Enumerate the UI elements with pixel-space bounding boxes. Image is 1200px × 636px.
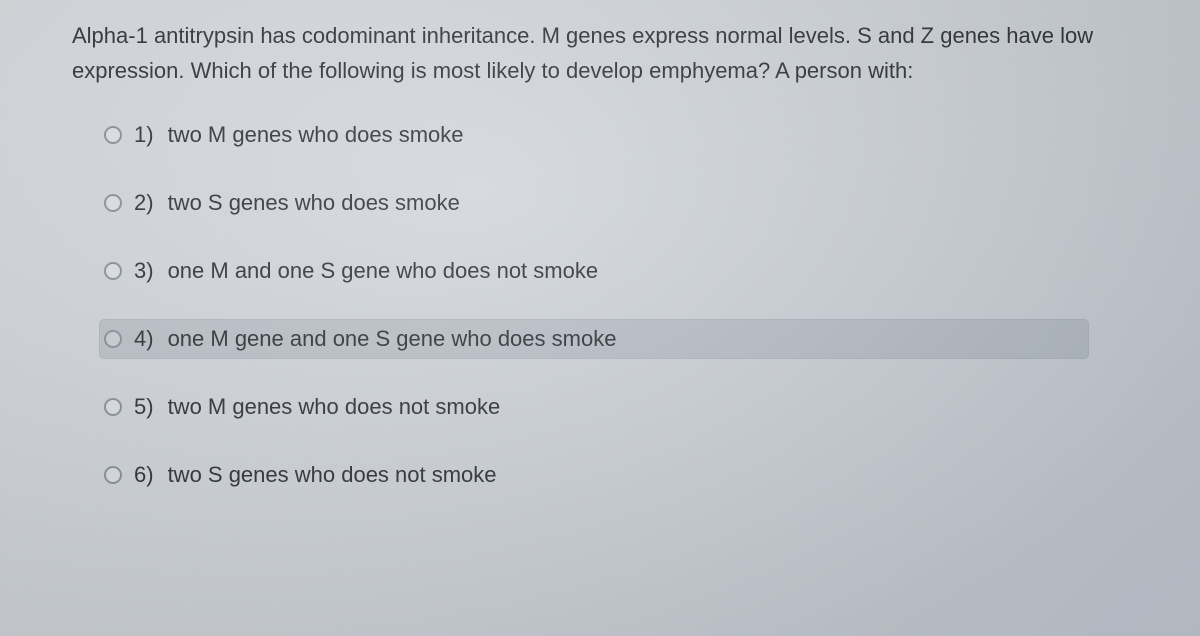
option-number: 5) — [134, 394, 154, 420]
option-2[interactable]: 2) two S genes who does smoke — [100, 184, 1128, 222]
option-number: 3) — [134, 258, 154, 284]
option-number: 1) — [134, 122, 154, 148]
option-label: two M genes who does smoke — [168, 122, 464, 148]
option-label: one M and one S gene who does not smoke — [168, 258, 599, 284]
option-label: one M gene and one S gene who does smoke — [168, 326, 617, 352]
radio-icon[interactable] — [104, 466, 122, 484]
option-label: two S genes who does not smoke — [168, 462, 497, 488]
radio-icon[interactable] — [104, 398, 122, 416]
option-number: 2) — [134, 190, 154, 216]
option-3[interactable]: 3) one M and one S gene who does not smo… — [100, 252, 1128, 290]
option-label: two S genes who does smoke — [168, 190, 460, 216]
radio-icon[interactable] — [104, 194, 122, 212]
radio-icon[interactable] — [104, 126, 122, 144]
option-6[interactable]: 6) two S genes who does not smoke — [100, 456, 1128, 494]
option-label: two M genes who does not smoke — [168, 394, 501, 420]
quiz-container: Alpha-1 antitrypsin has codominant inher… — [0, 0, 1200, 636]
radio-icon[interactable] — [104, 330, 122, 348]
option-number: 4) — [134, 326, 154, 352]
option-5[interactable]: 5) two M genes who does not smoke — [100, 388, 1128, 426]
radio-icon[interactable] — [104, 262, 122, 280]
option-4[interactable]: 4) one M gene and one S gene who does sm… — [100, 320, 1088, 358]
option-1[interactable]: 1) two M genes who does smoke — [100, 116, 1128, 154]
options-list: 1) two M genes who does smoke 2) two S g… — [72, 116, 1128, 494]
option-number: 6) — [134, 462, 154, 488]
question-text: Alpha-1 antitrypsin has codominant inher… — [72, 18, 1128, 88]
